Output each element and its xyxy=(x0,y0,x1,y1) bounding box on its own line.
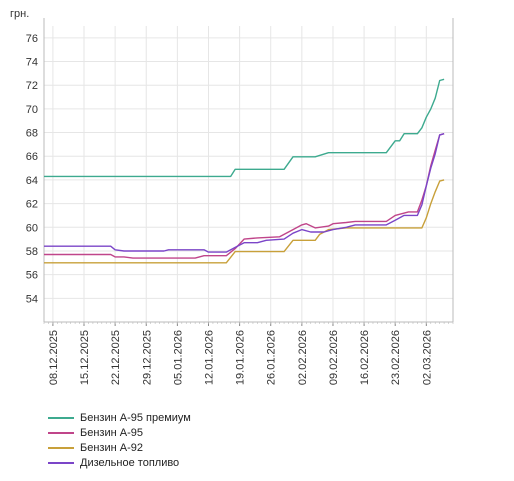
legend-label: Бензин А-95 премиум xyxy=(80,411,191,424)
x-tick-label: 02.03.2026 xyxy=(421,330,433,385)
series-line-a95 xyxy=(44,133,445,259)
y-tick-label: 76 xyxy=(26,33,38,45)
x-tick-label: 12.01.2026 xyxy=(203,330,215,385)
legend-swatch-a92 xyxy=(48,446,74,449)
grid-layer xyxy=(44,26,453,322)
legend-item[interactable]: Бензин А-95 xyxy=(48,425,191,440)
legend-swatch-diesel xyxy=(48,461,74,464)
y-tick-label: 64 xyxy=(26,175,38,187)
x-tick-label: 05.01.2026 xyxy=(172,330,184,385)
y-tick-label: 70 xyxy=(26,104,38,116)
series-layer xyxy=(44,78,445,264)
y-tick-label: 68 xyxy=(26,128,38,140)
legend-label: Бензин А-95 xyxy=(80,426,143,439)
legend-item[interactable]: Дизельное топливо xyxy=(48,455,191,470)
y-tick-label: 72 xyxy=(26,80,38,92)
x-tick-label: 08.12.2025 xyxy=(48,330,60,385)
y-tick-label: 58 xyxy=(26,246,38,258)
series-line-a92 xyxy=(44,179,445,264)
y-tick-label: 66 xyxy=(26,151,38,163)
y-axis-label: грн. xyxy=(10,8,29,20)
x-tick-label: 09.02.2026 xyxy=(328,330,340,385)
x-tick-label: 15.12.2025 xyxy=(79,330,91,385)
legend-label: Дизельное топливо xyxy=(80,456,180,469)
legend-swatch-a95 xyxy=(48,431,74,434)
legend-item[interactable]: Бензин А-95 премиум xyxy=(48,410,191,425)
x-tick-label: 02.02.2026 xyxy=(297,330,309,385)
series-line-a95-premium xyxy=(44,78,445,178)
y-tick-label: 60 xyxy=(26,222,38,234)
axis-layer: 54 56 58 60 62 64 66 68 70 72 74 76 08.12.2025 15.12.… xyxy=(26,18,454,385)
x-tick-label: 23.02.2026 xyxy=(390,330,402,385)
y-tick-label: 74 xyxy=(26,57,38,69)
y-tick-label: 54 xyxy=(26,293,38,305)
x-tick-label: 16.02.2026 xyxy=(359,330,371,385)
legend-swatch-a95-premium xyxy=(48,416,74,419)
x-tick-label: 26.01.2026 xyxy=(266,330,278,385)
y-tick-label: 56 xyxy=(26,270,38,282)
series-line-diesel xyxy=(44,133,445,253)
legend: Бензин А-95 премиум Бензин А-95 Бензин А… xyxy=(48,410,191,470)
legend-label: Бензин А-92 xyxy=(80,441,143,454)
x-tick-label: 29.12.2025 xyxy=(141,330,153,385)
x-tick-label: 22.12.2025 xyxy=(110,330,122,385)
y-tick-label: 62 xyxy=(26,199,38,211)
legend-item[interactable]: Бензин А-92 xyxy=(48,440,191,455)
x-tick-label: 19.01.2026 xyxy=(235,330,247,385)
chart-plot: 54 56 58 60 62 64 66 68 70 72 74 76 08.12.2025 15.12.… xyxy=(10,8,454,385)
